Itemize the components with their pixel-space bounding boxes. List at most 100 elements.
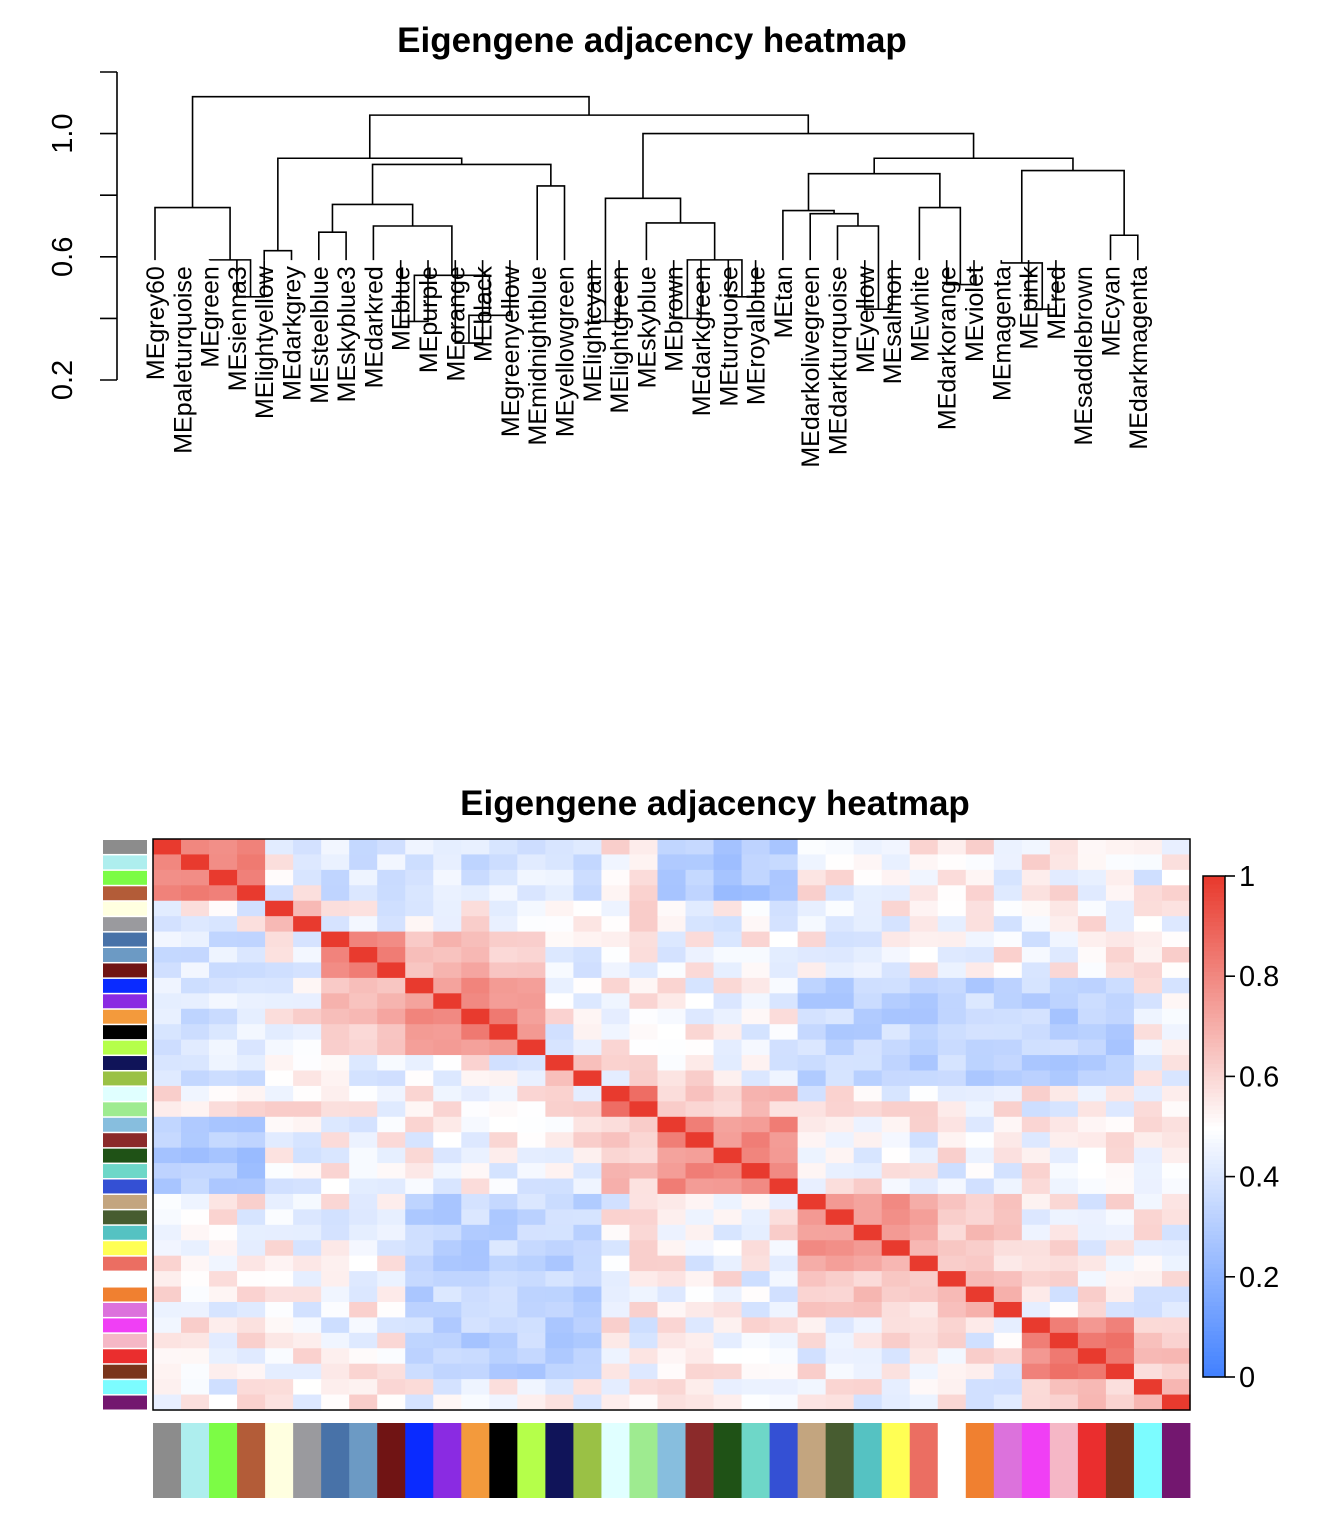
heatmap-cell xyxy=(321,993,350,1010)
colorbar-step xyxy=(1203,1143,1225,1148)
heatmap-cell xyxy=(1133,931,1163,948)
heatmap-cell xyxy=(461,1163,490,1180)
heatmap-cell xyxy=(853,1193,883,1210)
heatmap-cell xyxy=(517,1224,546,1241)
heatmap-cell xyxy=(629,900,659,917)
leaf-label: MEgrey60 xyxy=(142,266,170,380)
row-module-swatch xyxy=(103,1349,147,1364)
heatmap-cell xyxy=(1161,1193,1191,1210)
heatmap-cell xyxy=(405,1348,434,1365)
column-module-swatch xyxy=(153,1423,182,1498)
heatmap-cell xyxy=(181,947,210,964)
column-module-swatch xyxy=(657,1423,686,1498)
heatmap-cell xyxy=(881,1394,911,1411)
heatmap-cell xyxy=(965,1240,995,1257)
heatmap-cell xyxy=(153,1348,182,1365)
heatmap-cell xyxy=(265,1024,294,1041)
heatmap-cell xyxy=(741,1055,771,1072)
heatmap-cell xyxy=(573,1116,603,1133)
heatmap-cell xyxy=(209,1240,238,1257)
heatmap-cell xyxy=(937,1101,967,1118)
row-module-swatch xyxy=(103,1318,147,1333)
colorbar-step xyxy=(1203,1276,1225,1282)
heatmap-cell xyxy=(1021,1008,1051,1025)
heatmap-cell xyxy=(377,1301,406,1319)
heatmap-cell xyxy=(1049,1085,1079,1102)
heatmap-cell xyxy=(153,993,182,1010)
heatmap-cell xyxy=(461,1379,490,1396)
heatmap-cell xyxy=(433,1379,462,1396)
heatmap-cell xyxy=(965,1317,995,1334)
heatmap-cell xyxy=(1161,839,1191,856)
heatmap-cell xyxy=(993,1008,1023,1025)
heatmap-cell xyxy=(433,1193,462,1210)
heatmap-cell xyxy=(797,1193,827,1210)
colorbar-step xyxy=(1203,1368,1225,1374)
heatmap-cell xyxy=(741,1209,771,1226)
heatmap-cell xyxy=(825,1363,855,1380)
colorbar-step xyxy=(1203,1155,1225,1161)
heatmap-cell xyxy=(853,854,883,871)
heatmap-cell xyxy=(237,1178,266,1195)
heatmap-cell xyxy=(489,1271,518,1288)
heatmap-cell xyxy=(181,1394,210,1411)
heatmap-cell xyxy=(1021,1240,1051,1257)
heatmap-cell xyxy=(825,1240,855,1257)
heatmap-cell xyxy=(293,1101,322,1118)
heatmap-cell xyxy=(853,1348,883,1365)
heatmap-cell xyxy=(377,947,406,964)
heatmap-cell xyxy=(377,1348,406,1365)
row-module-swatch xyxy=(103,1086,147,1101)
colorbar-step xyxy=(1203,1168,1225,1174)
heatmap-cell xyxy=(517,1255,546,1272)
heatmap-cell xyxy=(461,1224,490,1241)
heatmap-cell xyxy=(489,1039,518,1056)
heatmap-cell xyxy=(797,1070,827,1087)
heatmap-cell xyxy=(377,1379,406,1396)
heatmap-cell xyxy=(489,869,518,886)
heatmap-cell xyxy=(797,885,827,902)
leaf-label: MEbrown xyxy=(661,266,689,372)
heatmap-cell xyxy=(1133,1240,1163,1257)
colorbar-step xyxy=(1203,1360,1225,1366)
heatmap-cell xyxy=(1049,1379,1079,1396)
heatmap-cell xyxy=(321,854,350,871)
heatmap-cell xyxy=(265,993,294,1010)
heatmap-cell xyxy=(237,1394,266,1411)
dendrogram-merge xyxy=(809,212,859,261)
heatmap-cell xyxy=(573,1163,603,1180)
heatmap-cell xyxy=(461,1039,490,1056)
heatmap-cell xyxy=(181,1271,210,1288)
heatmap-cell xyxy=(1105,1286,1135,1303)
heatmap-cell xyxy=(405,1271,434,1288)
heatmap-cell xyxy=(993,1070,1023,1087)
heatmap-cell xyxy=(881,1101,911,1118)
heatmap-cell xyxy=(573,931,603,948)
heatmap-cell xyxy=(769,869,799,886)
heatmap-cell xyxy=(209,1209,238,1226)
heatmap-cell xyxy=(489,1317,518,1334)
heatmap-cell xyxy=(825,947,855,964)
heatmap-cell xyxy=(993,1224,1023,1241)
heatmap-cell xyxy=(545,1193,575,1210)
leaf-label: MEorange xyxy=(442,266,470,381)
colorbar-step xyxy=(1203,1343,1225,1349)
heatmap-cell xyxy=(573,1101,603,1118)
heatmap-cell xyxy=(965,1209,995,1226)
heatmap-cell xyxy=(349,977,378,994)
heatmap-cell xyxy=(545,1147,575,1164)
heatmap-cell xyxy=(573,977,603,994)
heatmap-cell xyxy=(517,1379,546,1396)
heatmap-cell xyxy=(573,1363,603,1380)
heatmap-cell xyxy=(769,1240,799,1257)
heatmap-cell xyxy=(153,1224,182,1241)
heatmap-cell xyxy=(1077,1024,1107,1041)
row-module-swatch xyxy=(103,1194,147,1209)
heatmap-cell xyxy=(937,1348,967,1365)
column-module-swatch xyxy=(713,1423,742,1498)
heatmap-cell xyxy=(741,1379,771,1396)
column-module-swatch xyxy=(993,1423,1023,1498)
heatmap-cell xyxy=(1161,947,1191,964)
heatmap-cell xyxy=(461,1286,490,1303)
heatmap-cell xyxy=(461,1301,490,1319)
